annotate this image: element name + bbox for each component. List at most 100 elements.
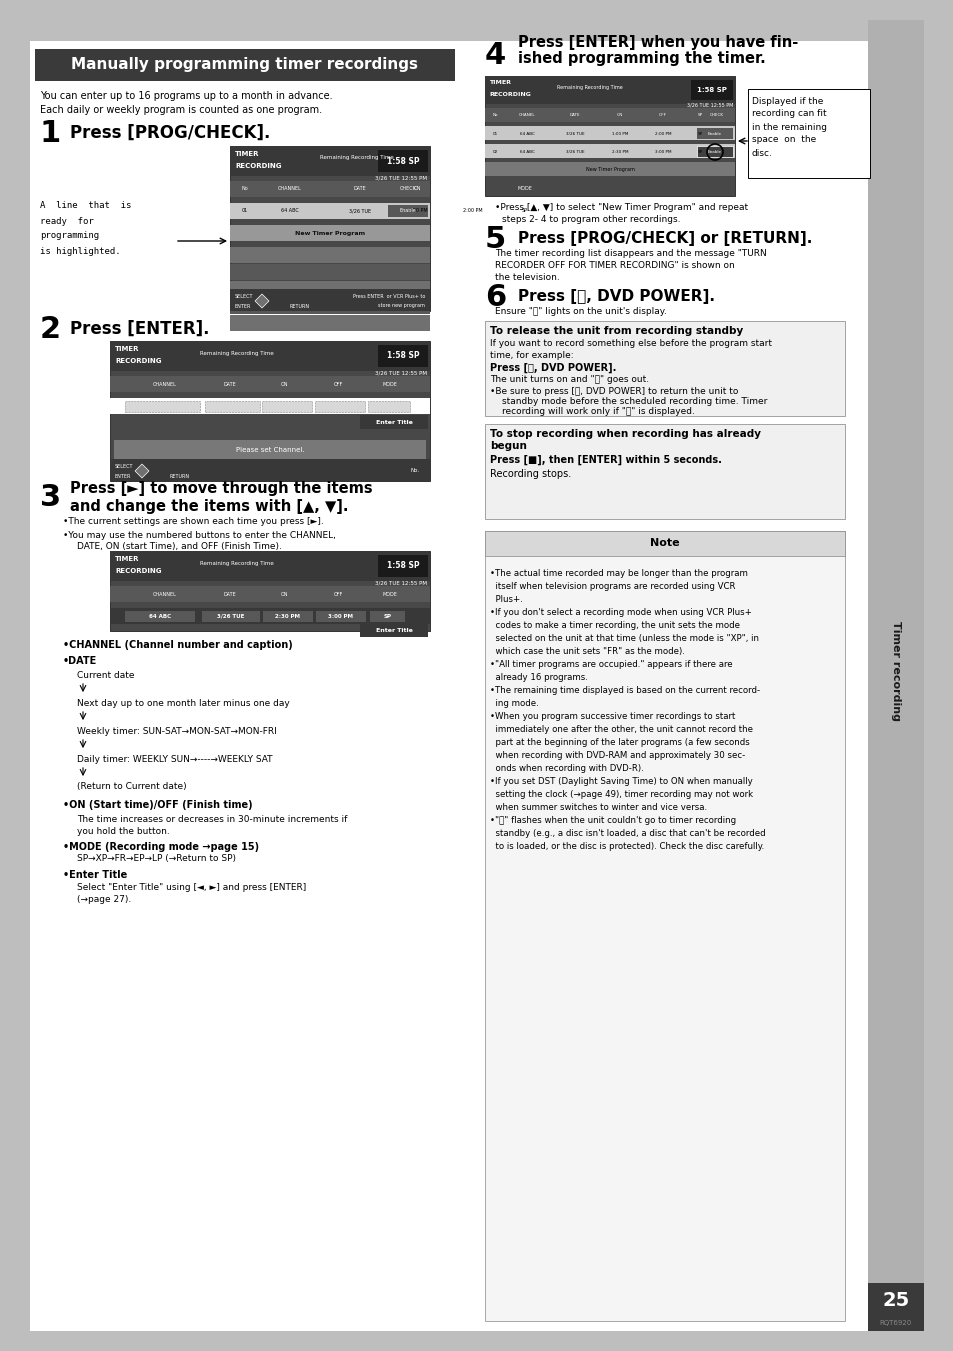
FancyBboxPatch shape — [484, 424, 844, 519]
Text: To stop recording when recording has already: To stop recording when recording has alr… — [490, 430, 760, 439]
Text: TIMER: TIMER — [489, 81, 511, 85]
Text: recording can fit: recording can fit — [751, 109, 825, 119]
Text: No.: No. — [411, 469, 419, 473]
Text: •DATE: •DATE — [63, 657, 97, 666]
Text: MODE: MODE — [517, 186, 532, 192]
Text: 1: 1 — [40, 119, 61, 147]
Text: No: No — [492, 113, 497, 118]
Text: when recording with DVD-RAM and approximately 30 sec-: when recording with DVD-RAM and approxim… — [490, 751, 744, 761]
FancyBboxPatch shape — [125, 401, 200, 412]
Text: Enable: Enable — [707, 132, 721, 136]
Text: SELECT: SELECT — [234, 293, 253, 299]
FancyBboxPatch shape — [484, 145, 734, 158]
Text: onds when recording with DVD-R).: onds when recording with DVD-R). — [490, 765, 643, 773]
FancyBboxPatch shape — [484, 531, 844, 1321]
Text: SP: SP — [521, 208, 527, 213]
Text: 1:58 SP: 1:58 SP — [386, 562, 419, 570]
FancyBboxPatch shape — [867, 20, 923, 1331]
Text: space  on  the: space on the — [751, 135, 816, 145]
FancyBboxPatch shape — [867, 1283, 923, 1331]
Text: Press [PROG/CHECK] or [RETURN].: Press [PROG/CHECK] or [RETURN]. — [517, 231, 812, 246]
FancyBboxPatch shape — [484, 322, 844, 416]
FancyBboxPatch shape — [359, 624, 428, 638]
Text: RECORDING: RECORDING — [489, 92, 530, 96]
Text: Remaining Recording Time: Remaining Recording Time — [319, 155, 394, 161]
FancyBboxPatch shape — [113, 440, 426, 459]
Text: 01: 01 — [492, 132, 497, 136]
FancyBboxPatch shape — [263, 611, 313, 621]
Text: The timer recording list disappears and the message "TURN: The timer recording list disappears and … — [495, 250, 766, 258]
Text: RETURN: RETURN — [290, 304, 310, 308]
Text: when summer switches to winter and vice versa.: when summer switches to winter and vice … — [490, 802, 706, 812]
Text: OFF: OFF — [333, 592, 342, 597]
FancyBboxPatch shape — [484, 108, 734, 122]
FancyBboxPatch shape — [230, 315, 430, 331]
Text: ON: ON — [414, 186, 421, 192]
Text: Press [⏻, DVD POWER].: Press [⏻, DVD POWER]. — [490, 363, 616, 373]
FancyBboxPatch shape — [110, 340, 430, 481]
Text: disc.: disc. — [751, 149, 772, 158]
Text: Next day up to one month later minus one day: Next day up to one month later minus one… — [77, 698, 290, 708]
Text: 3: 3 — [40, 484, 61, 512]
FancyBboxPatch shape — [315, 611, 366, 621]
Text: RECORDING: RECORDING — [115, 567, 161, 574]
Text: Press [ENTER] when you have fin-: Press [ENTER] when you have fin- — [517, 35, 798, 50]
FancyBboxPatch shape — [484, 162, 734, 176]
Text: 5: 5 — [484, 224, 506, 254]
FancyBboxPatch shape — [125, 611, 194, 621]
FancyBboxPatch shape — [230, 203, 430, 219]
Text: RECORDING: RECORDING — [234, 163, 281, 169]
FancyBboxPatch shape — [370, 611, 405, 621]
Text: Press [⏻, DVD POWER].: Press [⏻, DVD POWER]. — [517, 289, 714, 304]
FancyBboxPatch shape — [230, 263, 430, 280]
Text: which case the unit sets "FR" as the mode).: which case the unit sets "FR" as the mod… — [490, 647, 684, 657]
Text: •You may use the numbered buttons to enter the CHANNEL,: •You may use the numbered buttons to ent… — [63, 531, 335, 539]
Text: Note: Note — [650, 538, 679, 549]
Text: The time increases or decreases in 30-minute increments if: The time increases or decreases in 30-mi… — [77, 815, 347, 824]
Text: ON: ON — [281, 592, 289, 597]
FancyBboxPatch shape — [230, 146, 430, 176]
Text: •The actual time recorded may be longer than the program: •The actual time recorded may be longer … — [490, 569, 747, 578]
Text: SP: SP — [697, 113, 701, 118]
FancyBboxPatch shape — [230, 289, 430, 311]
Text: DATE: DATE — [354, 186, 366, 192]
Text: 3/26 TUE 12:55 PM: 3/26 TUE 12:55 PM — [375, 370, 427, 376]
Text: 64 ABC: 64 ABC — [519, 132, 534, 136]
Text: 3:00 PM: 3:00 PM — [328, 613, 354, 619]
FancyBboxPatch shape — [35, 49, 455, 81]
Text: 4: 4 — [484, 42, 506, 70]
Text: RECORDER OFF FOR TIMER RECORDING" is shown on: RECORDER OFF FOR TIMER RECORDING" is sho… — [495, 262, 734, 270]
Text: DATE: DATE — [223, 592, 236, 597]
Text: 2:30 PM: 2:30 PM — [275, 613, 300, 619]
Text: 2:30 PM: 2:30 PM — [611, 150, 628, 154]
Text: Current date: Current date — [77, 670, 134, 680]
FancyBboxPatch shape — [314, 401, 365, 412]
Text: steps 2- 4 to program other recordings.: steps 2- 4 to program other recordings. — [501, 215, 679, 223]
Text: selected on the unit at that time (unless the mode is "XP", in: selected on the unit at that time (unles… — [490, 634, 759, 643]
Text: SP→XP→FR→EP→LP (→Return to SP): SP→XP→FR→EP→LP (→Return to SP) — [77, 854, 235, 863]
Text: •ON (Start time)/OFF (Finish time): •ON (Start time)/OFF (Finish time) — [63, 800, 253, 811]
Text: ON: ON — [281, 381, 289, 386]
Text: 2: 2 — [40, 315, 61, 343]
Text: ON: ON — [617, 113, 622, 118]
FancyBboxPatch shape — [377, 345, 428, 367]
Text: Timer recording: Timer recording — [890, 621, 900, 721]
FancyBboxPatch shape — [110, 608, 430, 624]
Text: 25: 25 — [882, 1292, 908, 1310]
Text: already 16 programs.: already 16 programs. — [490, 673, 587, 682]
Text: Ensure "Ⓒ" lights on the unit's display.: Ensure "Ⓒ" lights on the unit's display. — [495, 308, 666, 316]
Text: standby (e.g., a disc isn't loaded, a disc that can't be recorded: standby (e.g., a disc isn't loaded, a di… — [490, 830, 765, 838]
Text: itself when television programs are recorded using VCR: itself when television programs are reco… — [490, 582, 735, 590]
Text: •Be sure to press [⏻, DVD POWER] to return the unit to: •Be sure to press [⏻, DVD POWER] to retu… — [490, 388, 738, 396]
Text: 3/26 TUE 12:55 PM: 3/26 TUE 12:55 PM — [375, 176, 427, 181]
Text: SP: SP — [697, 132, 701, 136]
FancyBboxPatch shape — [110, 340, 430, 372]
Text: is highlighted.: is highlighted. — [40, 246, 120, 255]
Text: 1:58 SP: 1:58 SP — [697, 86, 726, 93]
FancyBboxPatch shape — [377, 150, 428, 172]
FancyBboxPatch shape — [110, 399, 430, 413]
Text: programming: programming — [40, 231, 99, 240]
Text: •Enter Title: •Enter Title — [63, 870, 127, 880]
Text: Press [►] to move through the items: Press [►] to move through the items — [70, 481, 373, 497]
FancyBboxPatch shape — [205, 401, 260, 412]
